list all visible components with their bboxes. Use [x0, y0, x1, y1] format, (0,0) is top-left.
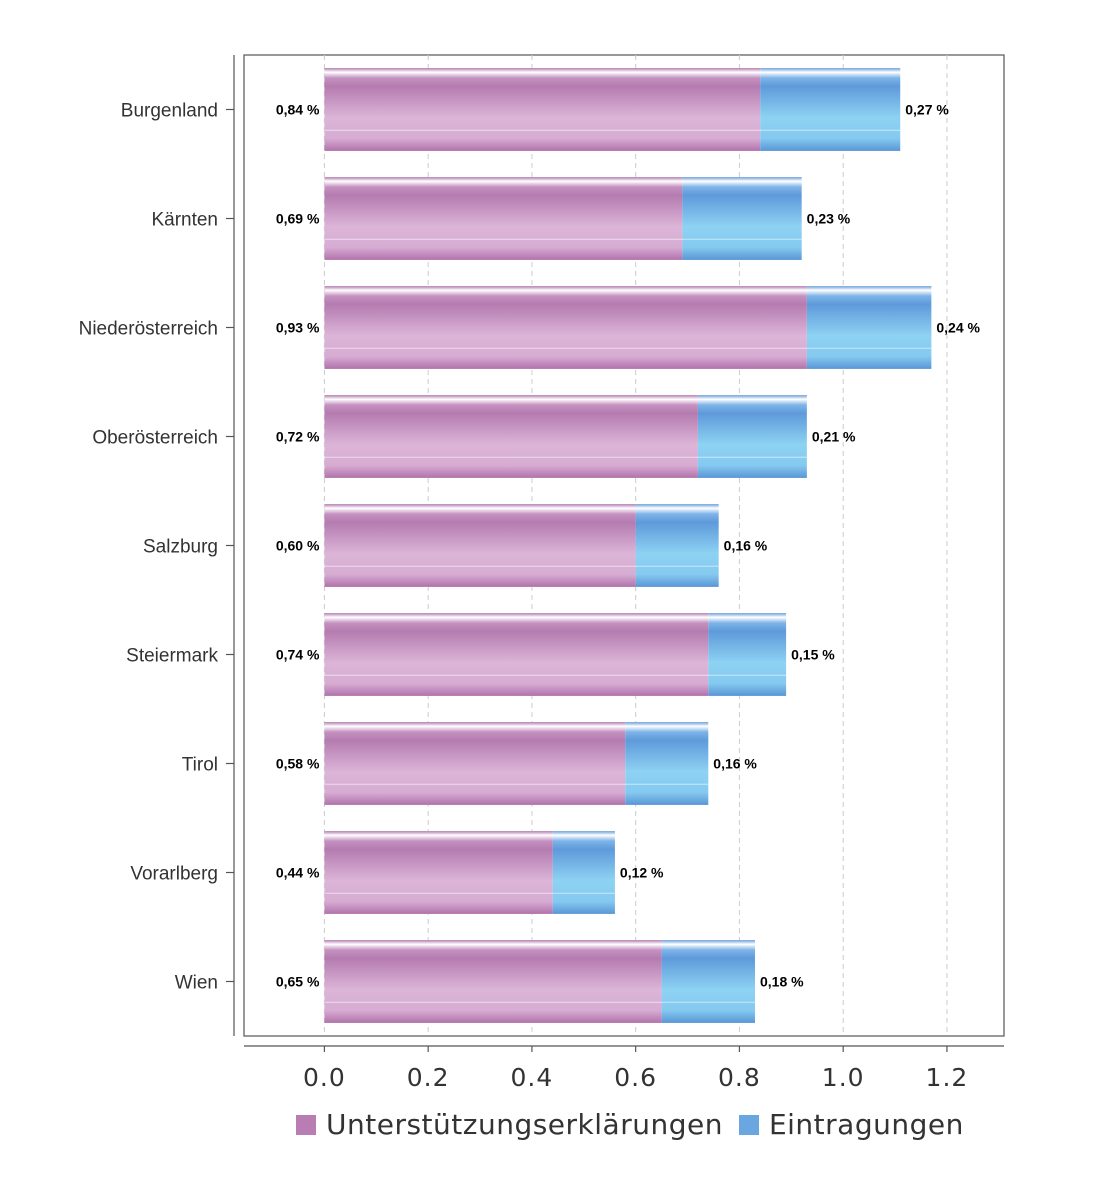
bars: Burgenland 0,84 % 0,27 % Kärnten 0,69 % 0,23 … [79, 68, 981, 1023]
legend-label: Eintragungen [768, 1108, 964, 1141]
category-label: Salzburg [143, 537, 218, 558]
value-label-unterstuetzungserklaerungen: 0,60 % [276, 538, 320, 554]
value-label-unterstuetzungserklaerungen: 0,74 % [276, 647, 320, 663]
category-label: Vorarlberg [130, 864, 218, 885]
value-label-eintragungen: 0,18 % [760, 974, 804, 990]
value-label-eintragungen: 0,12 % [620, 865, 664, 881]
bar-eintragungen [697, 395, 807, 478]
value-label-unterstuetzungserklaerungen: 0,58 % [276, 756, 320, 772]
value-label-eintragungen: 0,21 % [812, 429, 856, 445]
bar-unterstuetzungserklaerungen [324, 286, 807, 369]
value-label-unterstuetzungserklaerungen: 0,72 % [276, 429, 320, 445]
bar-unterstuetzungserklaerungen [324, 68, 761, 151]
bar-eintragungen [806, 286, 932, 369]
legend-swatch-blue [738, 1114, 759, 1135]
legend-item-eintragungen[interactable]: Eintragungen [738, 1108, 964, 1141]
bar-unterstuetzungserklaerungen [324, 177, 683, 260]
bar-eintragungen [661, 940, 755, 1023]
value-label-unterstuetzungserklaerungen: 0,84 % [276, 102, 320, 118]
x-tick-label: 0.6 [614, 1063, 657, 1092]
value-label-unterstuetzungserklaerungen: 0,69 % [276, 211, 320, 227]
bar-eintragungen [552, 831, 615, 914]
value-label-unterstuetzungserklaerungen: 0,65 % [276, 974, 320, 990]
x-tick-label: 0.8 [718, 1063, 761, 1092]
x-axis-ticks: 0.0 0.2 0.4 0.6 0.8 1.0 1.2 [303, 1046, 969, 1092]
category-label: Oberösterreich [92, 428, 218, 449]
x-tick-label: 0.2 [407, 1063, 450, 1092]
bar-eintragungen [682, 177, 802, 260]
value-label-unterstuetzungserklaerungen: 0,44 % [276, 865, 320, 881]
value-label-eintragungen: 0,24 % [936, 320, 980, 336]
bar-unterstuetzungserklaerungen [324, 831, 553, 914]
x-tick-label: 0.0 [303, 1063, 346, 1092]
x-tick-label: 1.2 [926, 1063, 969, 1092]
x-tick-label: 0.4 [511, 1063, 554, 1092]
value-label-eintragungen: 0,16 % [724, 538, 768, 554]
category-label: Steiermark [126, 646, 218, 667]
bar-eintragungen [635, 504, 719, 587]
category-label: Wien [175, 973, 218, 994]
value-label-eintragungen: 0,15 % [791, 647, 835, 663]
plot-frame [243, 54, 1005, 1037]
category-label: Kärnten [151, 210, 218, 231]
category-label: Tirol [182, 755, 218, 776]
legend: Unterstützungserklärungen Eintragungen [296, 1108, 980, 1141]
bar-unterstuetzungserklaerungen [324, 395, 698, 478]
legend-item-unterstuetzungserklaerungen[interactable]: Unterstützungserklärungen [296, 1108, 723, 1141]
bar-eintragungen [625, 722, 709, 805]
bar-eintragungen [760, 68, 901, 151]
bar-unterstuetzungserklaerungen [324, 722, 626, 805]
legend-label: Unterstützungserklärungen [326, 1108, 723, 1141]
legend-swatch-pink [296, 1114, 316, 1135]
value-label-unterstuetzungserklaerungen: 0,93 % [276, 320, 320, 336]
bar-unterstuetzungserklaerungen [324, 504, 636, 587]
bar-unterstuetzungserklaerungen [324, 613, 709, 696]
value-label-eintragungen: 0,23 % [807, 211, 851, 227]
category-label: Burgenland [121, 101, 218, 122]
value-label-eintragungen: 0,27 % [905, 102, 949, 118]
value-label-eintragungen: 0,16 % [713, 756, 757, 772]
bar-unterstuetzungserklaerungen [324, 940, 662, 1023]
category-label: Niederösterreich [79, 319, 218, 340]
bar-eintragungen [708, 613, 787, 696]
x-tick-label: 1.0 [822, 1063, 865, 1092]
